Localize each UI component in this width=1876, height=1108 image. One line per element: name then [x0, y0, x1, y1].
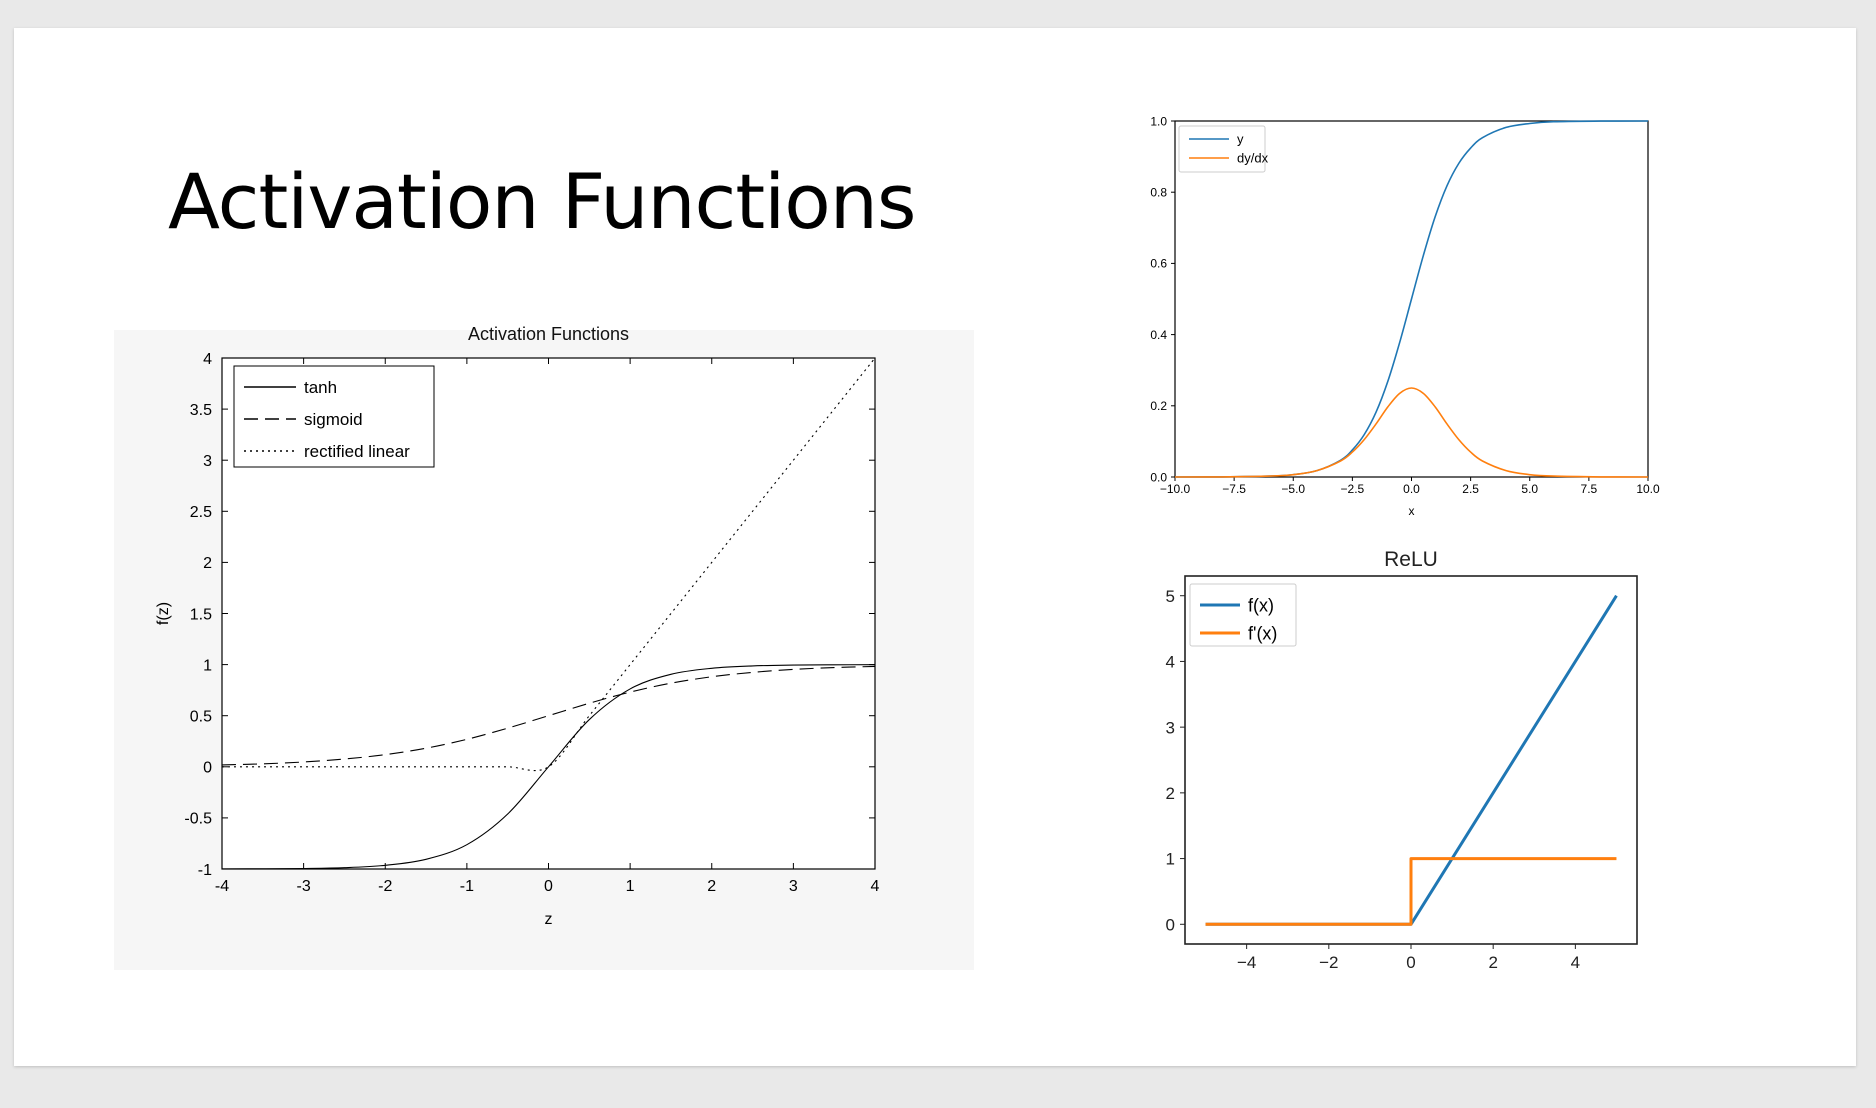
legend: tanh sigmoid rectified linear	[233, 365, 435, 468]
legend-box	[1189, 583, 1297, 647]
x-tick-label: 1	[626, 878, 635, 895]
y-tick-label: 0.0	[1150, 470, 1167, 484]
y-tick-label: 1.5	[190, 606, 212, 623]
y-tick-label: 1	[203, 657, 212, 674]
x-tick-label: 2	[707, 878, 716, 895]
chart-title: ReLU	[1384, 548, 1438, 571]
y-tick-label: 3.5	[190, 402, 212, 419]
y-tick-label: 0.6	[1150, 257, 1167, 271]
y-tick-label: 0.8	[1150, 186, 1167, 200]
x-tick-label: 0	[1406, 953, 1415, 972]
x-tick-label: −2	[1319, 953, 1338, 972]
x-tick-label: 3	[789, 878, 798, 895]
y-tick-label: 0.4	[1150, 328, 1167, 342]
x-tick-label: 2.5	[1462, 482, 1479, 496]
legend: f(x) f'(x)	[1189, 583, 1297, 647]
x-tick-label: −2.5	[1341, 482, 1365, 496]
y-tick-label: -1	[198, 862, 212, 879]
legend-label: f'(x)	[1248, 623, 1277, 643]
legend-label: tanh	[304, 378, 337, 397]
x-tick-label: 10.0	[1636, 482, 1660, 496]
y-tick-label: 2.5	[190, 504, 212, 521]
y-tick-label: 4	[1166, 653, 1175, 672]
series-line-tanh	[221, 664, 876, 870]
y-tick-label: 0.5	[190, 708, 212, 725]
y-tick-label: 0.2	[1150, 399, 1167, 413]
y-tick-label: 1	[1166, 850, 1175, 869]
legend-label: sigmoid	[304, 410, 363, 429]
y-tick-label: -0.5	[184, 811, 212, 828]
x-tick-label: −7.5	[1222, 482, 1246, 496]
legend-label: dy/dx	[1237, 151, 1269, 166]
y-tick-label: 3	[1166, 718, 1175, 737]
chart-title: Activation Functions	[468, 324, 629, 344]
chart-3: −4 −2 0 2 4 0 1 2 3 4 5 ReLU f(x) f'(x)	[1166, 548, 1638, 972]
x-tick-label: 0	[544, 878, 553, 895]
x-tick-label: −4	[1237, 953, 1256, 972]
series-line-sigmoid	[221, 665, 876, 766]
y-tick-label: 2	[1166, 784, 1175, 803]
x-tick-label: -2	[378, 878, 392, 895]
y-tick-label: 5	[1166, 587, 1175, 606]
x-tick-label: 4	[871, 878, 880, 895]
x-tick-label: 7.5	[1581, 482, 1598, 496]
slide-title: Activation Functions	[168, 157, 916, 246]
y-tick-label: 2	[203, 555, 212, 572]
x-tick-label: 2	[1488, 953, 1497, 972]
y-axis-label: f(z)	[155, 602, 172, 625]
legend-label: f(x)	[1248, 595, 1274, 615]
legend-box	[1178, 125, 1266, 173]
chart-1: -4 -3 -2 -1 0 1 2 3 4 -1 -0.5 0 0.5 1 1.5 2 2.5 3 3.5 4 Acti…	[155, 324, 880, 928]
x-tick-label: -1	[460, 878, 474, 895]
x-tick-label: -4	[215, 878, 229, 895]
series-line-dy-dx	[1174, 387, 1649, 478]
x-axis-label: x	[1409, 504, 1415, 518]
y-tick-label: 0	[1166, 915, 1175, 934]
x-tick-label: 4	[1571, 953, 1580, 972]
y-tick-label: 3	[203, 453, 212, 470]
y-tick-label: 0	[203, 760, 212, 777]
x-axis-label: z	[545, 911, 553, 928]
legend-box	[233, 365, 435, 468]
series-line-f-x-	[1205, 857, 1617, 926]
y-tick-label: 1.0	[1150, 114, 1167, 128]
legend-label: rectified linear	[304, 442, 410, 461]
x-tick-label: -3	[297, 878, 311, 895]
x-tick-label: −5.0	[1281, 482, 1305, 496]
chart-2: −10.0 −7.5 −5.0 −2.5 0.0 2.5 5.0 7.5 10.0 0.0 0.2 0…	[1150, 114, 1660, 518]
x-tick-label: −10.0	[1160, 482, 1191, 496]
legend: y dy/dx	[1178, 125, 1269, 173]
legend-label: y	[1237, 132, 1244, 147]
x-tick-label: 0.0	[1403, 482, 1420, 496]
y-tick-label: 4	[203, 351, 212, 368]
x-tick-label: 5.0	[1521, 482, 1538, 496]
